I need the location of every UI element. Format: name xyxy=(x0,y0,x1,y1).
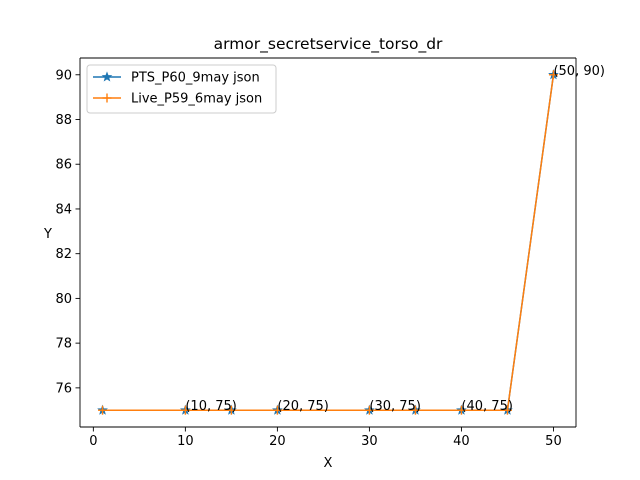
legend-label-1: PTS_P60_9may json xyxy=(131,71,260,86)
y-tick-label: 84 xyxy=(55,202,72,217)
series-2-point xyxy=(548,70,558,80)
legend-marker-1 xyxy=(101,71,113,82)
point-annotation: (40, 75) xyxy=(461,399,512,414)
series-2-point xyxy=(502,405,512,415)
series-2-point xyxy=(410,405,420,415)
y-axis-label: Y xyxy=(43,227,52,242)
series-2-point xyxy=(98,405,108,415)
y-tick-label: 76 xyxy=(55,381,72,396)
legend-label-2: Live_P59_6may json xyxy=(131,92,262,107)
point-annotation: (10, 75) xyxy=(185,399,237,414)
chart-title: armor_secretservice_torso_dr xyxy=(214,35,443,54)
y-tick-label: 88 xyxy=(55,113,72,128)
series-2-point xyxy=(456,405,466,415)
point-annotation: (50, 90) xyxy=(553,64,605,79)
x-tick-label: 0 xyxy=(89,434,97,449)
series-2-point xyxy=(364,405,374,415)
axes-background xyxy=(80,58,576,427)
y-tick-label: 90 xyxy=(55,68,72,83)
series-2-point xyxy=(272,405,282,415)
series-2-point xyxy=(180,405,190,415)
x-tick-label: 40 xyxy=(453,434,470,449)
y-tick-label: 78 xyxy=(55,337,72,352)
plot-area: (10, 75) (20, 75) (30, 75) (40, 75) (50, 90)… xyxy=(55,57,605,449)
x-tick-label: 30 xyxy=(361,434,378,449)
legend-frame xyxy=(86,64,277,114)
point-annotation: (30, 75) xyxy=(369,399,421,414)
x-axis-label: X xyxy=(324,456,333,471)
x-tick-label: 20 xyxy=(269,434,286,449)
y-tick-label: 82 xyxy=(55,247,72,262)
y-tick-label: 80 xyxy=(55,292,72,307)
point-annotation: (20, 75) xyxy=(277,399,329,414)
x-tick-label: 10 xyxy=(177,434,194,449)
x-tick-label: 50 xyxy=(545,434,562,449)
legend: PTS_P60_9may json Live_P59_6may json xyxy=(86,64,277,114)
series-2-point xyxy=(226,405,236,415)
legend-marker-2 xyxy=(102,93,112,103)
y-tick-label: 86 xyxy=(55,158,72,173)
